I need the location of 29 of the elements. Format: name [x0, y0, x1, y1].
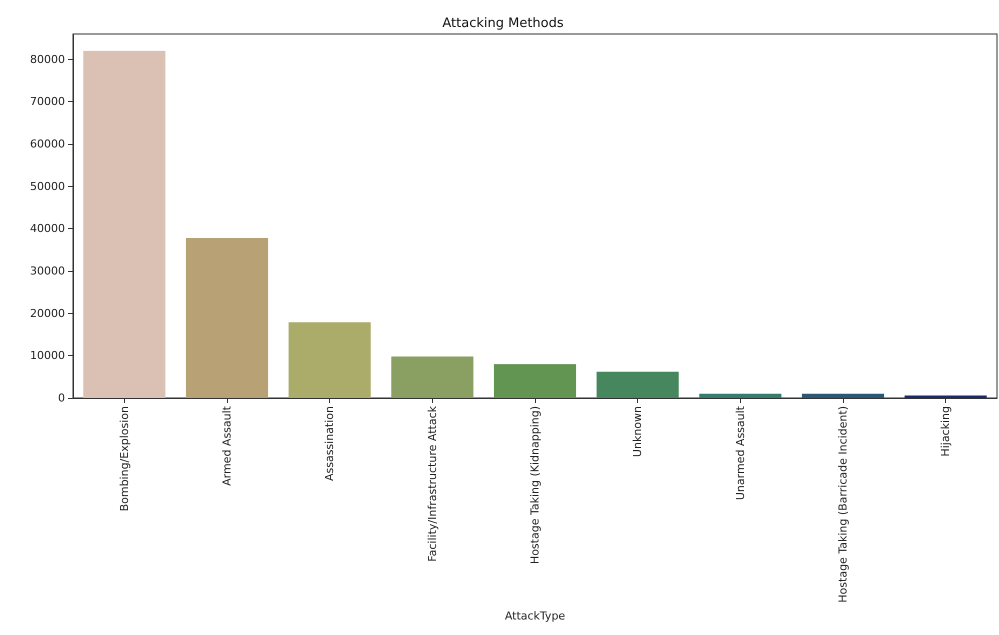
bar: [83, 50, 166, 398]
bar: [186, 238, 268, 398]
bar: [802, 394, 884, 398]
x-tick-label: Unknown: [631, 406, 644, 458]
y-tick-label: 10000: [30, 349, 65, 362]
x-tick-label: Hijacking: [939, 406, 952, 457]
bar: [494, 364, 576, 398]
bar: [288, 322, 371, 398]
y-tick-label: 0: [58, 392, 65, 404]
y-tick-label: 40000: [30, 222, 65, 236]
x-axis-title: AttackType: [504, 610, 566, 623]
x-tick-label: Unarmed Assault: [734, 405, 747, 500]
y-tick-label: 70000: [30, 95, 65, 108]
x-tick-label: Hostage Taking (Barricade Incident): [836, 406, 850, 603]
y-tick-label: 50000: [30, 180, 65, 193]
x-tick-label: Bombing/Explosion: [118, 406, 131, 512]
x-tick-label: Assassination: [323, 406, 336, 482]
bar: [699, 394, 782, 398]
x-tick-label: Hostage Taking (Kidnapping): [528, 406, 542, 564]
x-tick-label: Armed Assault: [220, 405, 234, 486]
bar: [904, 395, 987, 398]
x-tick-label: Facility/Infrastructure Attack: [426, 405, 439, 562]
bar: [596, 372, 679, 398]
chart-title: Attacking Methods: [442, 16, 564, 31]
y-tick-label: 80000: [30, 52, 65, 66]
y-tick-label: 60000: [30, 138, 65, 151]
y-tick-label: 30000: [30, 264, 65, 278]
y-tick-label: 20000: [30, 306, 65, 320]
bar: [391, 356, 474, 398]
